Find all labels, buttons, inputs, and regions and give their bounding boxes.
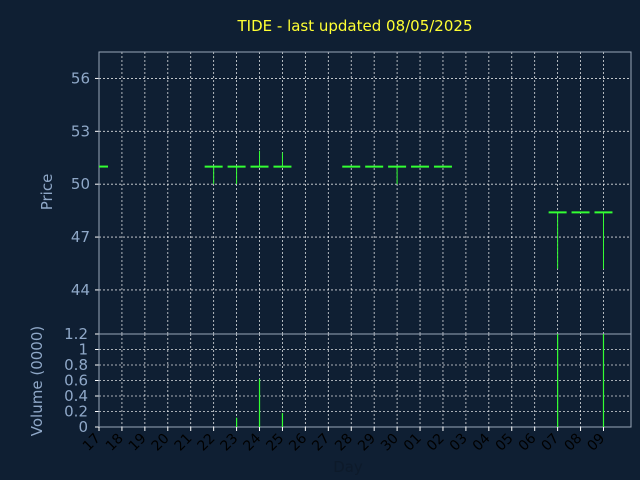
x-tick-label: 19 bbox=[126, 431, 150, 455]
volume-tick-label: 0 bbox=[78, 418, 88, 436]
x-tick-label: 24 bbox=[240, 430, 264, 454]
volume-tick-label: 0.6 bbox=[64, 372, 88, 390]
price-bar bbox=[388, 165, 407, 185]
volume-tick-label: 0.8 bbox=[64, 356, 88, 374]
x-tick-label: 27 bbox=[309, 431, 333, 455]
x-tick-label: 08 bbox=[561, 431, 585, 455]
x-axis: 17 18 19 20 21 22 23 24 25 26 27 28 29 30 01 02 03 04 05 06… bbox=[80, 427, 608, 454]
volume-tick-label: 1 bbox=[78, 341, 88, 359]
x-tick-label: 29 bbox=[355, 431, 379, 455]
volume-frame bbox=[98, 333, 632, 428]
volume-tick-label: 1.2 bbox=[64, 325, 88, 343]
x-tick-label: 07 bbox=[539, 431, 563, 455]
x-tick-label: 02 bbox=[424, 431, 448, 455]
x-axis-label: Day bbox=[333, 458, 363, 476]
x-tick-label: 04 bbox=[470, 430, 494, 454]
x-tick-label: 06 bbox=[516, 430, 540, 454]
price-bar bbox=[273, 152, 292, 168]
x-tick-label: 23 bbox=[217, 431, 241, 455]
x-tick-label: 20 bbox=[149, 431, 173, 455]
x-tick-label: 01 bbox=[401, 431, 425, 455]
price-bar bbox=[548, 211, 567, 269]
chart-title: TIDE - last updated 08/05/2025 bbox=[237, 17, 473, 35]
x-tick-label: 25 bbox=[263, 431, 287, 455]
price-bar bbox=[594, 211, 613, 269]
x-tick-label: 05 bbox=[493, 431, 517, 455]
x-tick-label: 03 bbox=[447, 431, 471, 455]
price-tick-label: 53 bbox=[71, 122, 90, 140]
x-tick-label: 22 bbox=[195, 431, 219, 455]
price-frame bbox=[98, 51, 632, 335]
x-tick-label: 09 bbox=[584, 431, 608, 455]
volume-tick-label: 0.4 bbox=[64, 387, 88, 405]
price-axis-label: Price bbox=[38, 174, 56, 211]
x-tick-label: 21 bbox=[172, 431, 196, 455]
x-tick-label: 28 bbox=[332, 431, 356, 455]
x-tick-label: 18 bbox=[103, 431, 127, 455]
volume-axis-label: Volume (0000) bbox=[28, 326, 46, 436]
price-tick-label: 44 bbox=[71, 281, 90, 299]
volume-tick-label: 0.2 bbox=[64, 403, 88, 421]
volume-panel: 00.20.40.60.811.2 bbox=[64, 325, 632, 436]
price-bar bbox=[250, 150, 269, 168]
price-tick-label: 50 bbox=[71, 175, 90, 193]
price-panel: 44 47 50 53 56 bbox=[71, 51, 632, 335]
price-bar bbox=[204, 165, 223, 185]
x-tick-label: 30 bbox=[378, 431, 402, 455]
price-tick-label: 47 bbox=[71, 228, 90, 246]
price-bar bbox=[227, 165, 246, 185]
x-tick-label: 26 bbox=[286, 430, 310, 454]
price-tick-label: 56 bbox=[71, 69, 90, 87]
